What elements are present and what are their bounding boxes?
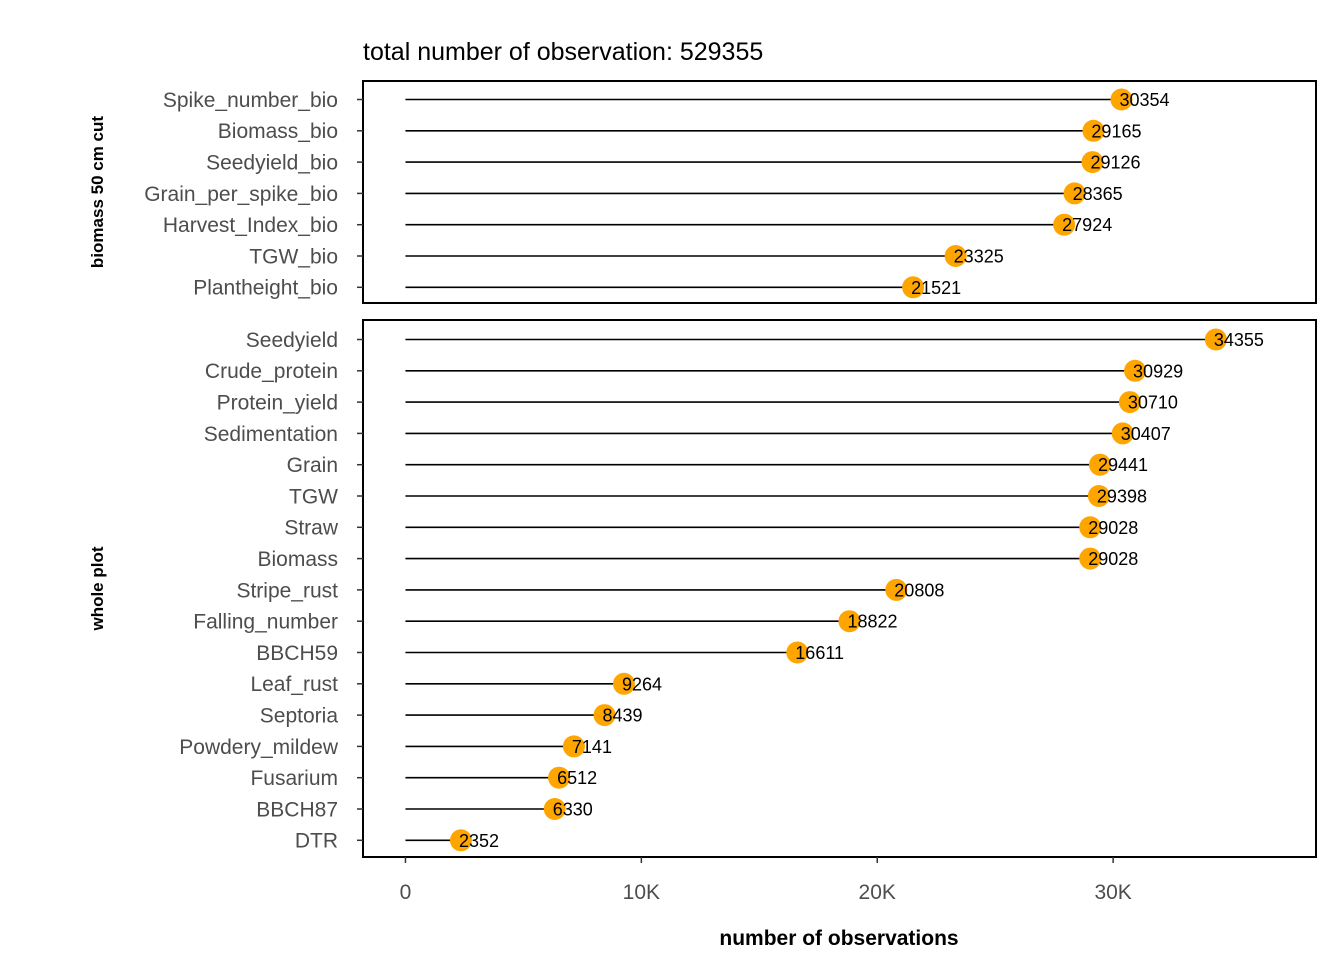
- lollipop-point: [902, 276, 925, 299]
- chart-title: total number of observation: 529355: [363, 38, 763, 66]
- lollipop-point: [1088, 453, 1111, 476]
- value-label: 6512: [557, 768, 597, 788]
- x-tick-label: 0: [400, 881, 412, 904]
- category-label: Biomass: [257, 548, 338, 571]
- category-label: Septoria: [260, 704, 339, 727]
- value-label: 30710: [1128, 393, 1178, 413]
- category-label: Sedimentation: [204, 423, 338, 446]
- lollipop-point: [593, 704, 616, 727]
- value-label: 23325: [954, 246, 1004, 266]
- lollipop-point: [1124, 359, 1147, 382]
- value-label: 29398: [1097, 486, 1147, 506]
- lollipop-point: [1079, 547, 1102, 570]
- value-label: 2352: [459, 831, 499, 851]
- category-label: TGW: [289, 485, 338, 508]
- category-label: Spike_number_bio: [163, 89, 338, 112]
- value-label: 30929: [1133, 361, 1183, 381]
- value-label: 6330: [553, 799, 593, 819]
- category-label: Grain_per_spike_bio: [144, 183, 338, 206]
- value-label: 7141: [572, 737, 612, 757]
- panel-frame: [362, 80, 1317, 304]
- value-label: 27924: [1062, 215, 1112, 235]
- panel-frame: [362, 319, 1317, 858]
- value-label: 28365: [1073, 184, 1123, 204]
- x-tick-label: 10K: [623, 881, 660, 904]
- lollipop-point: [449, 829, 472, 852]
- lollipop-point: [1079, 516, 1102, 539]
- category-label: Seedyield: [246, 329, 338, 352]
- category-label: Harvest_Index_bio: [163, 214, 338, 237]
- value-label: 30407: [1121, 424, 1171, 444]
- panel-1: biomass 50 cm cut Spike_number_bio 30354 Bi…: [88, 80, 1317, 304]
- lollipop-point: [1110, 88, 1133, 111]
- lollipop-point: [1118, 391, 1141, 414]
- lollipop-point: [548, 766, 571, 789]
- category-label: Fusarium: [250, 767, 338, 790]
- facet-label: whole plot: [88, 546, 107, 631]
- panels-layer: biomass 50 cm cut Spike_number_bio 30354 Bi…: [88, 80, 1317, 858]
- lollipop-point: [1063, 182, 1086, 205]
- lollipop-point: [944, 245, 967, 267]
- category-label: Stripe_rust: [236, 579, 338, 602]
- category-label: Grain: [287, 454, 338, 477]
- lollipop-point: [1082, 119, 1105, 142]
- category-label: Crude_protein: [205, 360, 338, 383]
- value-label: 8439: [603, 706, 643, 726]
- category-label: BBCH59: [256, 642, 338, 665]
- category-label: Seedyield_bio: [206, 151, 338, 174]
- category-label: Powdery_mildew: [179, 736, 339, 759]
- lollipop-point: [838, 610, 861, 633]
- panel-2: whole plot Seedyield 34355 Crude_protein 309…: [88, 319, 1317, 858]
- x-axis-title: number of observations: [719, 927, 958, 950]
- lollipop-point: [562, 735, 585, 758]
- x-axis: 0 10K 20K 30K: [400, 857, 1132, 904]
- value-label: 29441: [1098, 455, 1148, 475]
- lollipop-point: [1081, 151, 1104, 174]
- lollipop-point: [885, 578, 908, 601]
- value-label: 30354: [1119, 90, 1169, 110]
- value-label: 9264: [622, 674, 662, 694]
- category-label: Leaf_rust: [250, 673, 338, 696]
- lollipop-point: [786, 641, 809, 664]
- value-label: 29028: [1088, 518, 1138, 538]
- category-label: BBCH87: [256, 798, 338, 821]
- value-label: 20808: [894, 580, 944, 600]
- category-label: Plantheight_bio: [193, 277, 338, 300]
- value-label: 18822: [847, 612, 897, 632]
- lollipop-point: [1111, 422, 1134, 445]
- lollipop-point: [543, 798, 566, 820]
- lollipop-point: [612, 672, 635, 695]
- category-label: TGW_bio: [249, 245, 338, 268]
- value-label: 34355: [1214, 330, 1264, 350]
- lollipop-point: [1087, 485, 1110, 507]
- category-label: DTR: [295, 830, 338, 853]
- category-label: Straw: [284, 517, 339, 540]
- x-tick-label: 20K: [859, 881, 896, 904]
- value-label: 16611: [795, 643, 844, 663]
- x-tick-label: 30K: [1094, 881, 1131, 904]
- category-label: Protein_yield: [217, 391, 338, 414]
- value-label: 21521: [911, 278, 961, 298]
- category-label: Biomass_bio: [218, 120, 338, 143]
- category-label: Falling_number: [193, 611, 338, 634]
- value-label: 29028: [1088, 549, 1138, 569]
- lollipop-point: [1053, 213, 1076, 236]
- value-label: 29165: [1091, 121, 1141, 141]
- facet-label: biomass 50 cm cut: [88, 116, 107, 268]
- lollipop-point: [1204, 328, 1227, 351]
- value-label: 29126: [1091, 153, 1141, 173]
